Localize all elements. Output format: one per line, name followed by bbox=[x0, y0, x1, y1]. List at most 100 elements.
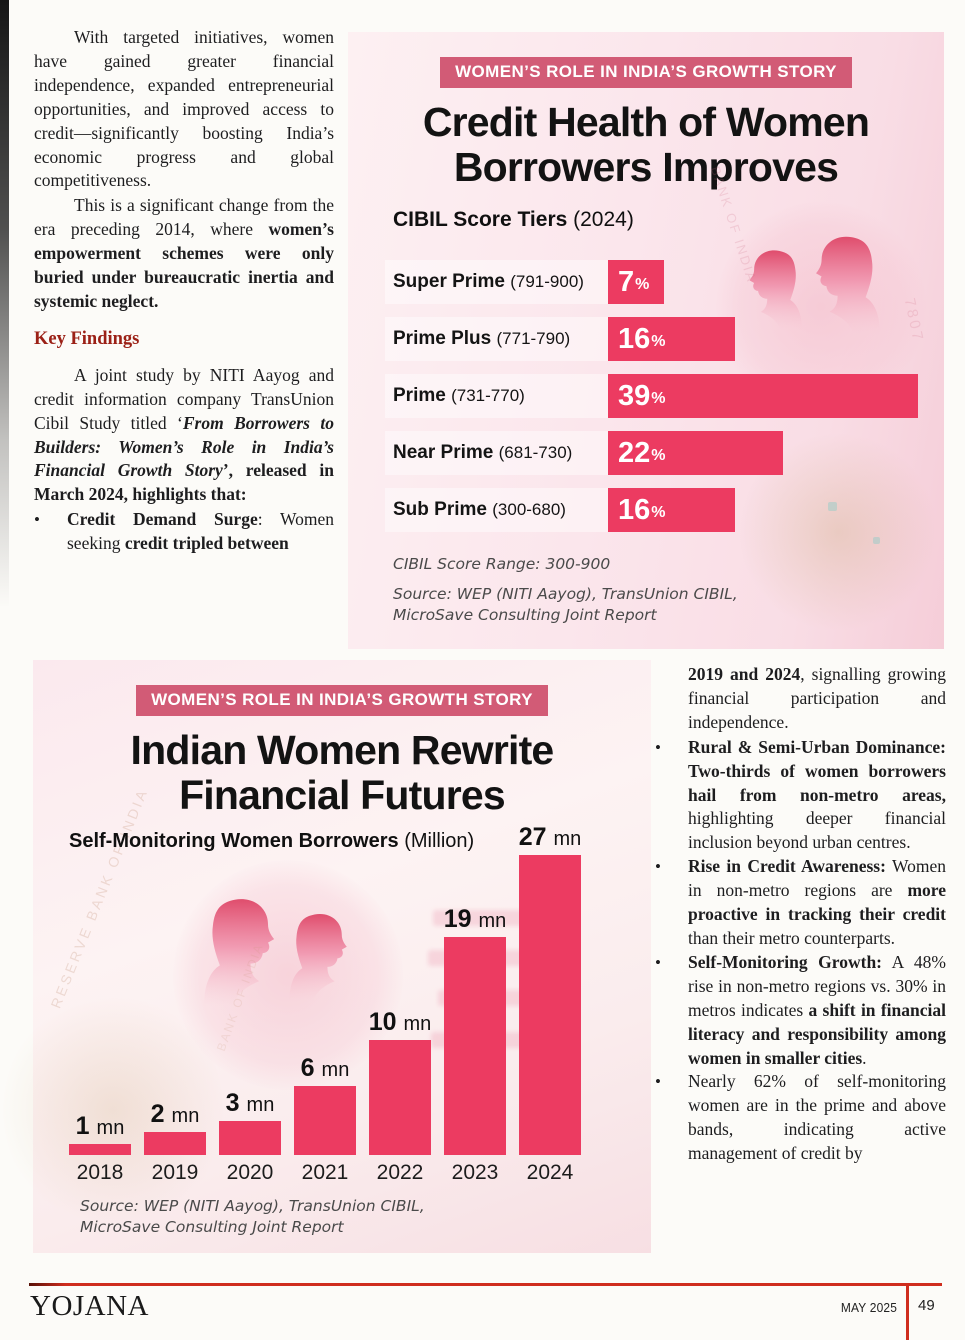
bar-value-number: 1 bbox=[75, 1112, 97, 1140]
bar bbox=[519, 855, 581, 1155]
subtitle-bold: Self-Monitoring Women Borrowers bbox=[69, 830, 399, 852]
bar-value-unit: mn bbox=[171, 1105, 200, 1127]
bar bbox=[219, 1121, 281, 1155]
tier-row: Prime Plus (771-790) 16% bbox=[385, 317, 923, 361]
text-run: , signalling growing financial participa… bbox=[688, 664, 947, 732]
title-line: Credit Health of Women bbox=[422, 99, 870, 145]
tier-range: (731-770) bbox=[451, 386, 525, 405]
bullet-text: Rise in Credit Awareness: Women in non-m… bbox=[688, 855, 946, 951]
left-text-column: With targeted initiatives, women have ga… bbox=[34, 26, 334, 556]
text-run: With targeted initiatives, women have ga… bbox=[34, 27, 334, 191]
bar-value-label: 10 mn bbox=[369, 1010, 432, 1035]
source-line: Source: WEP (NITI Aayog), TransUnion CIB… bbox=[80, 1197, 425, 1215]
tier-track bbox=[385, 431, 613, 475]
left-bullet-list: • Credit Demand Surge: Women seeking cred… bbox=[34, 508, 334, 556]
bar-column: 3 mn 2020 bbox=[219, 825, 281, 1184]
bar-value-number: 10 bbox=[368, 1008, 404, 1036]
infographic-financial-futures: RESERVE BANK OF INDIA BANK OF INDIA WOME… bbox=[3, 660, 651, 1253]
percent-sign: % bbox=[651, 390, 666, 407]
subtitle-suffix: (2024) bbox=[567, 208, 634, 231]
text-run: Rise in Credit Awareness: bbox=[688, 856, 886, 877]
bar-column: 6 mn 2021 bbox=[294, 825, 356, 1184]
bar-value-label: 3 mn bbox=[226, 1091, 275, 1116]
text-run: a shift in financial literacy and respon… bbox=[688, 999, 947, 1068]
source-line: MicroSave Consulting Joint Report bbox=[80, 1218, 344, 1236]
text-run: This is a significant change from the er… bbox=[34, 195, 334, 240]
panel-badge: WOMEN’S ROLE IN INDIA’S GROWTH STORY bbox=[440, 57, 852, 88]
chart-subtitle: Self-Monitoring Women Borrowers (Million… bbox=[69, 830, 474, 853]
infographic-title: Credit Health of Women Borrowers Improve… bbox=[348, 99, 944, 191]
text-run: . bbox=[862, 1047, 867, 1068]
bar bbox=[444, 937, 506, 1155]
title-line: Borrowers Improves bbox=[453, 144, 839, 191]
right-bullet-list: • Rural & Semi-Urban Dominance: Two-third… bbox=[655, 736, 946, 1166]
right-text-column: 2019 and 2024, signalling growing financ… bbox=[655, 663, 946, 1166]
bar-value-unit: mn bbox=[553, 828, 582, 850]
infographic-title: Indian Women Rewrite Financial Futures bbox=[33, 727, 651, 818]
bullet-text: Rural & Semi-Urban Dominance: Two-thirds… bbox=[688, 736, 946, 856]
tier-bar: 22% bbox=[608, 431, 783, 475]
bullet-item: • Self-Monitoring Growth: A 48% rise in n… bbox=[655, 951, 946, 1071]
text-run: A 48% rise in non-metro regions vs. 30% … bbox=[688, 951, 946, 1020]
page-number: 49 bbox=[918, 1297, 935, 1314]
bar-year-label: 2019 bbox=[151, 1161, 199, 1184]
tier-track bbox=[385, 260, 613, 304]
tier-bar: 7% bbox=[608, 260, 664, 304]
bar-year-label: 2024 bbox=[526, 1161, 574, 1184]
title-line: Indian Women Rewrite bbox=[130, 727, 555, 773]
bullet-item: • Rise in Credit Awareness: Women in non-… bbox=[655, 855, 946, 951]
tier-label: Sub Prime (300-680) bbox=[393, 499, 608, 521]
key-findings-heading: Key Findings bbox=[34, 328, 140, 349]
tier-name: Sub Prime bbox=[393, 499, 493, 520]
bullet-item: • Rural & Semi-Urban Dominance: Two-third… bbox=[655, 736, 946, 856]
tier-row: Near Prime (681-730) 22% bbox=[385, 431, 923, 475]
tier-bar: 16% bbox=[608, 488, 735, 532]
text-run: women’s empowerment schemes were only bu… bbox=[34, 219, 334, 311]
bar-year-label: 2022 bbox=[376, 1161, 424, 1184]
source-note: Source: WEP (NITI Aayog), TransUnion CIB… bbox=[80, 1196, 425, 1238]
source-note: Source: WEP (NITI Aayog), TransUnion CIB… bbox=[393, 584, 738, 626]
magazine-name: YOJANA bbox=[30, 1290, 149, 1322]
cibil-tier-bar-chart: Super Prime (791-900) 7% Prime Plus (771-7… bbox=[385, 260, 923, 545]
bar-value-label: 27 mn bbox=[519, 825, 582, 850]
bullet-glyph: • bbox=[34, 510, 40, 530]
tier-label: Prime (731-770) bbox=[393, 385, 608, 407]
bullet-glyph: • bbox=[655, 737, 661, 757]
bullet-item: • Credit Demand Surge: Women seeking cred… bbox=[34, 508, 334, 556]
percent-sign: % bbox=[651, 447, 666, 464]
bullet-glyph: • bbox=[655, 952, 661, 972]
bar-value-number: 27 bbox=[518, 823, 554, 851]
bar-column: 10 mn 2022 bbox=[369, 825, 432, 1185]
text-run: A joint study by NITI Aayog and credit i… bbox=[34, 364, 334, 433]
percent-sign: % bbox=[651, 504, 666, 521]
bar-column: 27 mn 2024 bbox=[519, 825, 582, 1185]
text-run: credit tripled between bbox=[124, 533, 289, 554]
bullet-text: Self-Monitoring Growth: A 48% rise in no… bbox=[688, 951, 946, 1071]
bar bbox=[69, 1144, 131, 1155]
bar-year-label: 2023 bbox=[451, 1161, 499, 1184]
text-run: Credit Demand Surge bbox=[67, 509, 258, 530]
infographic-credit-health: BANK OF INDIA 7807 WOMEN’S ROLE IN INDIA… bbox=[348, 32, 944, 649]
bar-value-number: 2 bbox=[150, 1100, 172, 1128]
source-line: Source: WEP (NITI Aayog), TransUnion CIB… bbox=[393, 585, 738, 603]
bar bbox=[369, 1040, 431, 1155]
watermark-speck bbox=[828, 502, 837, 511]
footer-divider bbox=[906, 1283, 909, 1340]
text-run: : Women seeking bbox=[67, 509, 334, 554]
tier-range: (791-900) bbox=[510, 272, 584, 291]
paragraph: A joint study by NITI Aayog and credit i… bbox=[34, 364, 334, 507]
bar-column: 1 mn 2018 bbox=[69, 825, 131, 1184]
tier-name: Near Prime bbox=[393, 442, 499, 463]
bar-value-unit: mn bbox=[321, 1059, 350, 1081]
tier-value: 22 bbox=[618, 436, 651, 469]
tier-value: 16 bbox=[618, 493, 651, 526]
source-line: MicroSave Consulting Joint Report bbox=[393, 606, 657, 624]
tier-track bbox=[385, 374, 613, 418]
bar bbox=[294, 1086, 356, 1155]
bar-year-label: 2020 bbox=[226, 1161, 274, 1184]
tier-bar: 39% bbox=[608, 374, 918, 418]
text-run: than their metro counterparts. bbox=[688, 927, 896, 948]
borrowers-bar-chart: 1 mn 2018 2 mn 2019 3 mn 2020 6 mn 2021 10 mn 202… bbox=[69, 825, 582, 1185]
panel-badge: WOMEN’S ROLE IN INDIA’S GROWTH STORY bbox=[136, 685, 548, 716]
